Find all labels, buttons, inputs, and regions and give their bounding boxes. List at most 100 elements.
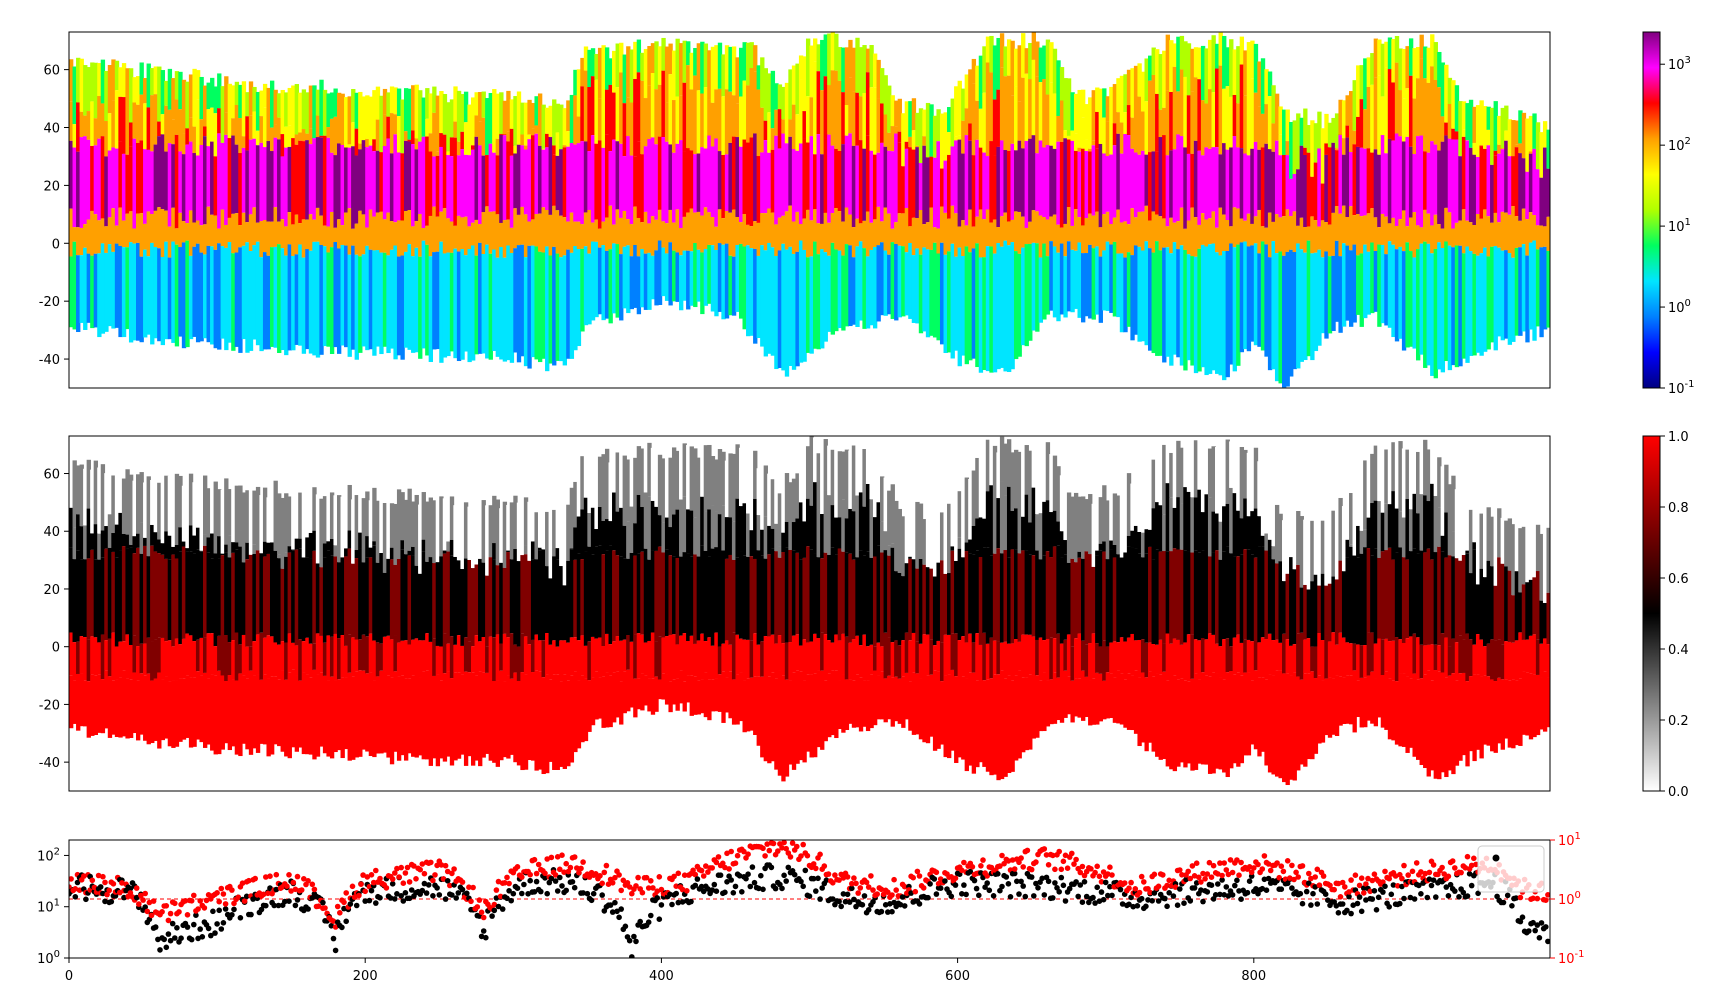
section-cell [911, 98, 917, 131]
section-cell [280, 89, 285, 135]
chi2-point [988, 864, 995, 871]
section-cell [541, 500, 546, 550]
section-cell [746, 245, 751, 337]
chi2-point [89, 877, 96, 884]
section-cell [132, 553, 137, 636]
section-cell [636, 633, 642, 679]
section-cell [273, 544, 278, 551]
section-cell [1345, 95, 1350, 126]
section-cell [1017, 45, 1022, 102]
section-cell [523, 257, 529, 367]
section-cell [1246, 155, 1252, 214]
section-cell [185, 675, 190, 738]
section-cell [844, 47, 850, 105]
section-cell [1405, 242, 1410, 348]
temperature-point [100, 890, 106, 897]
section-cell [1483, 209, 1488, 248]
section-cell [396, 489, 402, 559]
section-cell [657, 240, 663, 305]
section-cell [650, 550, 656, 633]
section-cell [382, 671, 388, 753]
section-cell [167, 535, 173, 560]
section-cell [1444, 677, 1449, 778]
section-cell [1514, 514, 1520, 572]
section-cell [629, 506, 634, 553]
section-cell [735, 103, 740, 138]
section-cell [234, 485, 240, 543]
section-cell [876, 502, 881, 546]
section-cell [1507, 641, 1513, 681]
section-cell [305, 133, 310, 141]
section-cell [640, 551, 645, 635]
section-cell [428, 641, 433, 674]
temperature-point [421, 880, 428, 887]
y-tick-label: 40 [43, 525, 60, 540]
chi2-point [102, 879, 108, 886]
section-cell [312, 530, 317, 551]
temperature-point [172, 935, 178, 941]
section-cell [372, 545, 377, 641]
temperature-point [609, 909, 616, 915]
section-cell [735, 444, 740, 499]
section-cell [1433, 144, 1438, 215]
chi2-point [413, 876, 419, 882]
section-cell [425, 633, 430, 671]
temperature-point [633, 938, 639, 945]
section-cell [1296, 225, 1301, 244]
section-cell [83, 115, 88, 137]
section-cell [1398, 511, 1403, 548]
section-cell [396, 559, 402, 643]
section-cell [1451, 673, 1456, 775]
chi2-point [294, 873, 301, 880]
chi2-point [119, 880, 125, 886]
section-cell [1430, 141, 1435, 226]
section-cell [178, 678, 183, 742]
section-cell [1507, 680, 1513, 748]
section-cell [1024, 550, 1029, 635]
temperature-point [542, 875, 548, 881]
section-cell [555, 132, 560, 156]
section-cell [559, 566, 564, 641]
section-cell [1063, 540, 1068, 555]
section-cell [738, 96, 744, 147]
section-cell [238, 644, 243, 674]
y-tick-label: -20 [39, 295, 60, 310]
section-cell [171, 78, 176, 120]
section-cell [961, 256, 966, 356]
section-cell [936, 141, 941, 229]
section-cell [1468, 573, 1474, 640]
section-cell [262, 219, 268, 253]
section-cell [1105, 96, 1111, 122]
temperature-point [127, 885, 134, 892]
section-cell [1433, 42, 1438, 80]
section-cell [125, 154, 130, 214]
section-cell [1176, 36, 1181, 92]
section-cell [277, 554, 282, 559]
section-cell [622, 671, 627, 714]
section-cell [1130, 255, 1135, 341]
section-cell [742, 457, 747, 504]
section-cell [1091, 248, 1096, 320]
section-cell [492, 637, 497, 681]
section-cell [217, 73, 222, 109]
section-cell [1416, 225, 1421, 250]
section-cell [925, 157, 931, 223]
section-cell [1310, 176, 1315, 217]
section-cell [1299, 587, 1304, 633]
chi2-point [474, 904, 481, 910]
section-cell [1497, 144, 1502, 154]
chi2-point [1009, 857, 1016, 863]
section-cell [594, 241, 599, 318]
section-cell [880, 142, 885, 222]
section-cell [146, 211, 151, 257]
section-cell [1229, 243, 1234, 365]
temperature-point [785, 864, 792, 871]
section-cell [594, 671, 599, 720]
section-cell [1130, 530, 1135, 548]
section-cell [978, 517, 984, 557]
chi2-point [440, 876, 447, 882]
section-cell [1081, 117, 1086, 149]
section-cell [262, 556, 268, 638]
section-cell [389, 153, 395, 222]
section-cell [1370, 453, 1375, 504]
